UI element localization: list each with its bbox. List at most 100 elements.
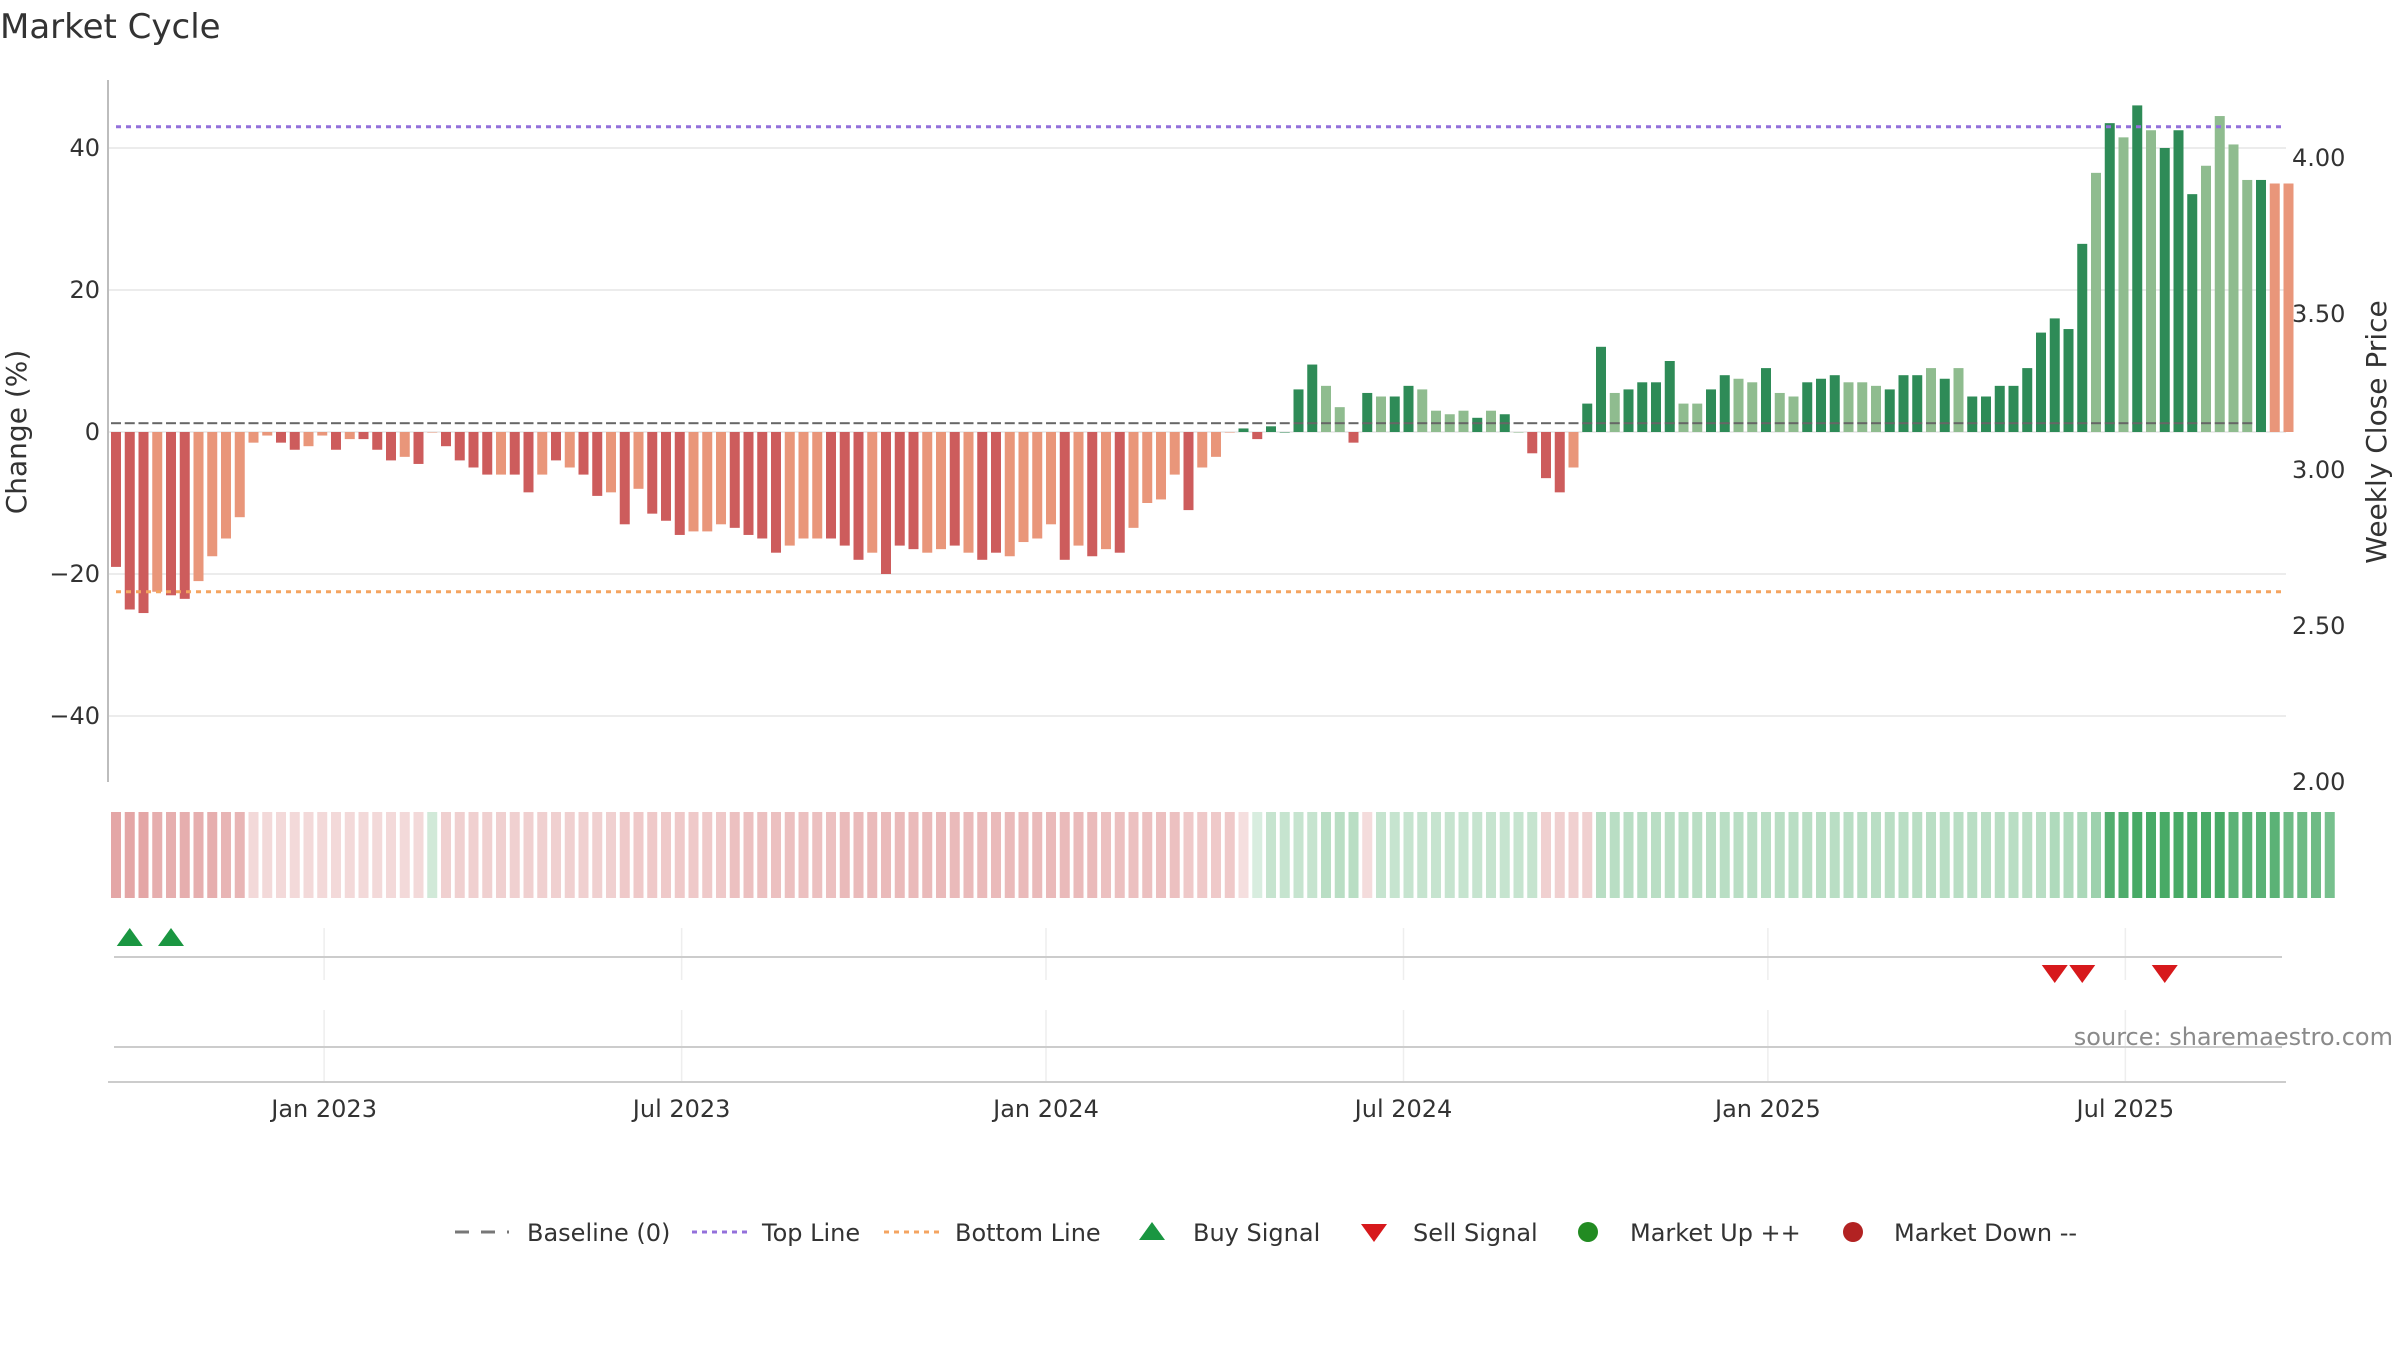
strip-cell (1403, 812, 1414, 898)
strip-cell (413, 812, 424, 898)
change-bar (1183, 432, 1194, 511)
change-bar (468, 432, 479, 468)
change-bar (1004, 432, 1015, 557)
strip-cell (2311, 812, 2321, 898)
change-bar (1266, 426, 1276, 432)
strip-cell (949, 812, 960, 898)
source-label: source: sharemaestro.com (2074, 1023, 2393, 1051)
strip-cell (1788, 812, 1799, 898)
change-bar (729, 432, 740, 528)
strip-cell (991, 812, 1001, 898)
strip-cell (1087, 812, 1098, 898)
change-bar (977, 432, 988, 560)
left-tick-label: 0 (85, 418, 100, 446)
strip-cell (454, 812, 465, 898)
strip-cell (1018, 812, 1029, 898)
sell-signal-marker (2041, 965, 2068, 983)
strip-cell (248, 812, 259, 898)
strip-cell (1513, 812, 1524, 898)
strip-cell (537, 812, 548, 898)
strip-cell (743, 812, 754, 898)
strip-cell (1829, 812, 1840, 898)
signals-grid (323, 928, 2127, 980)
strip-cell (1816, 812, 1826, 898)
change-bar (1623, 389, 1634, 432)
change-bar (757, 432, 768, 539)
x-tick-label: Jul 2024 (1353, 1095, 1453, 1123)
strip-cell (166, 812, 176, 898)
legend-market-down-label: Market Down -- (1894, 1219, 2077, 1247)
strip-cell (1348, 812, 1359, 898)
strip-cell (1871, 812, 1881, 898)
change-bar (482, 432, 493, 475)
strip-cell (1802, 812, 1813, 898)
strip-cell (1981, 812, 1991, 898)
strip-cell (2036, 812, 2046, 898)
change-bar (1279, 432, 1290, 433)
strip-cell (798, 812, 809, 898)
strip-cell (1747, 812, 1758, 898)
change-bar (372, 432, 383, 450)
strip-cell (1884, 812, 1895, 898)
change-bar (1706, 389, 1716, 432)
legend-buy-signal-icon (1139, 1222, 1165, 1240)
right-tick-label: 3.00 (2292, 456, 2345, 484)
change-bar (1843, 382, 1854, 432)
strip-cell (2324, 812, 2335, 898)
change-bar (2063, 329, 2074, 432)
strip-cell (386, 812, 396, 898)
change-bar (1486, 410, 1496, 432)
strip-cell (1527, 812, 1538, 898)
change-bar (1568, 432, 1579, 468)
x-tick-label: Jan 2023 (269, 1095, 377, 1123)
change-bar (1128, 432, 1139, 528)
strip-cell (262, 812, 273, 898)
strip-cell (1898, 812, 1909, 898)
chart-title: Market Cycle (0, 7, 221, 47)
change-bar (1348, 432, 1359, 443)
strip-cell (523, 812, 534, 898)
change-bar (1073, 432, 1084, 546)
strip-cell (1334, 812, 1345, 898)
change-bar (1431, 410, 1441, 432)
change-bar (1211, 432, 1221, 457)
change-bar (1884, 389, 1895, 432)
strip-cell (894, 812, 905, 898)
change-bar (138, 432, 149, 614)
strip-cell (592, 812, 603, 898)
strip-cell (427, 812, 438, 898)
change-bar (1059, 432, 1070, 560)
change-bar (303, 432, 314, 447)
change-bar (413, 432, 424, 464)
left-y-axis-title: Change (%) (0, 350, 33, 515)
change-bar (1761, 368, 1771, 432)
change-bar (963, 432, 974, 553)
change-bar (853, 432, 864, 560)
change-bar (1101, 432, 1111, 550)
change-bar (1747, 382, 1758, 432)
strip-cell (1279, 812, 1290, 898)
strip-cell (2214, 812, 2225, 898)
change-bar (661, 432, 671, 521)
strip-cell (276, 812, 286, 898)
strip-cell (1307, 812, 1318, 898)
left-tick-label: 40 (69, 134, 100, 162)
strip-cell (372, 812, 383, 898)
change-bar (1912, 375, 1923, 432)
strip-cell (1637, 812, 1648, 898)
change-bar (1939, 378, 1950, 432)
change-bar (551, 432, 561, 461)
strip-cell (1499, 812, 1510, 898)
strip-cell (2159, 812, 2170, 898)
strip-cell (1692, 812, 1703, 898)
strip-cell (1926, 812, 1936, 898)
strip-cell (1706, 812, 1716, 898)
change-bar (262, 432, 273, 436)
strip-cell (716, 812, 726, 898)
change-bar (2132, 105, 2143, 433)
strip-cell (1431, 812, 1441, 898)
strip-cell (661, 812, 671, 898)
change-bar (289, 432, 300, 450)
change-bar (1871, 385, 1881, 432)
change-bar (1362, 392, 1373, 432)
